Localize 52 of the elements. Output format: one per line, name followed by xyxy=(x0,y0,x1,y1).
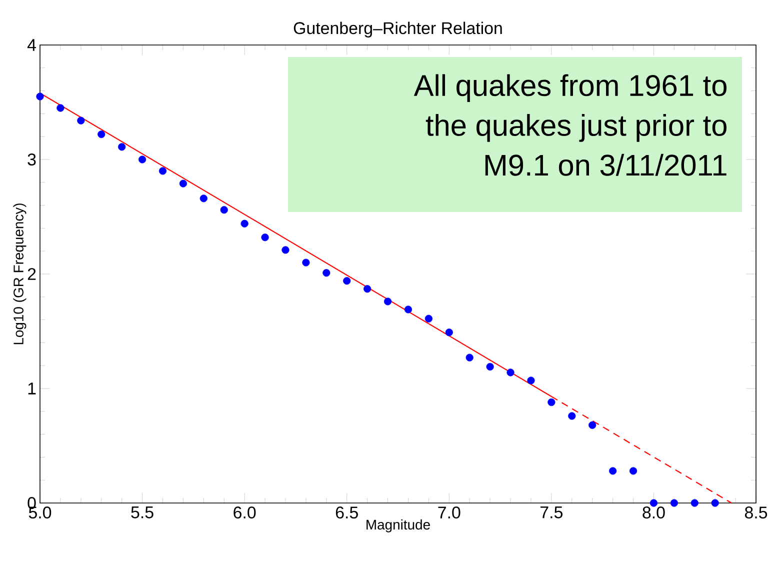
point xyxy=(364,285,372,293)
point xyxy=(588,421,596,429)
point xyxy=(77,116,85,124)
point xyxy=(424,314,432,322)
point xyxy=(56,104,64,112)
y-axis-title: Log10 (GR Frequency) xyxy=(13,204,26,344)
point xyxy=(200,194,208,202)
point xyxy=(220,206,228,214)
point xyxy=(36,92,44,100)
x-tick-label: 5.0 xyxy=(28,506,52,519)
point xyxy=(179,180,187,188)
annotation: All quakes from 1961 to xyxy=(414,74,727,102)
x-tick-label: 8.5 xyxy=(744,506,768,519)
point xyxy=(322,269,330,277)
point xyxy=(711,499,719,507)
x-tick-label: 8.0 xyxy=(642,506,665,519)
point xyxy=(568,412,576,420)
point xyxy=(302,258,310,266)
x-axis-title: Magnitude xyxy=(366,519,430,532)
point xyxy=(445,328,453,336)
x-tick-label: 7.5 xyxy=(540,506,562,518)
y-tick-label: 1 xyxy=(28,382,36,394)
point xyxy=(282,246,290,254)
point xyxy=(118,143,126,151)
x-tick-label: 6.5 xyxy=(336,506,358,519)
y-tick-label: 2 xyxy=(28,268,36,280)
point xyxy=(506,368,514,376)
y-tick-label: 3 xyxy=(28,153,36,166)
point xyxy=(138,156,146,164)
annotation: the quakes just prior to xyxy=(426,114,727,142)
point xyxy=(404,306,412,314)
x-tick-label: 7.0 xyxy=(438,506,460,519)
point xyxy=(261,234,269,242)
x-tick-label: 5.5 xyxy=(131,506,154,518)
point xyxy=(486,362,494,371)
point xyxy=(670,499,678,507)
point xyxy=(466,354,474,362)
point xyxy=(527,376,535,384)
annotation: M9.1 on 3/11/2011 xyxy=(485,154,726,176)
point xyxy=(384,298,392,306)
point xyxy=(609,467,617,475)
point xyxy=(98,130,106,138)
point xyxy=(548,398,556,406)
point xyxy=(690,499,698,507)
chart-title: Gutenberg–Richter Relation xyxy=(294,22,502,38)
y-tick-label: 4 xyxy=(27,39,36,51)
point xyxy=(158,167,167,175)
point xyxy=(240,220,248,228)
x-tick-label: 6.0 xyxy=(234,506,256,519)
point xyxy=(343,277,351,285)
point xyxy=(650,499,658,507)
point xyxy=(629,467,638,475)
